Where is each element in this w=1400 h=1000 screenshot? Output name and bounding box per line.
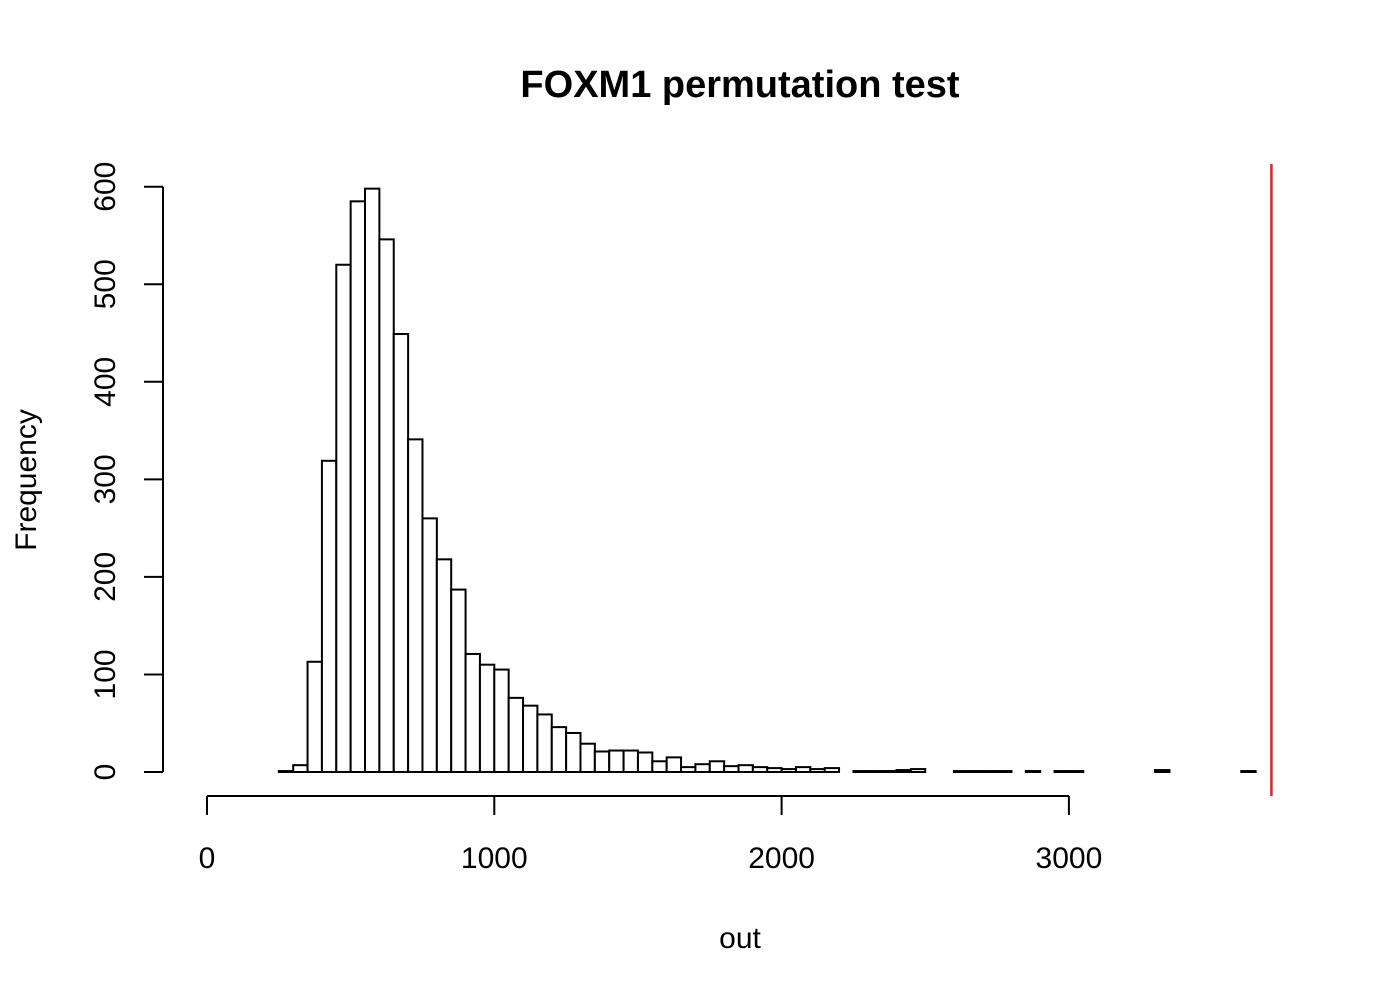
histogram-bar: [1240, 770, 1257, 773]
histogram-bar: [794, 766, 812, 773]
y-tick-label: 300: [89, 454, 122, 504]
histogram-bar: [320, 459, 338, 773]
histogram-bar: [636, 751, 654, 773]
histogram-bar: [1067, 770, 1085, 773]
x-tick-label: 0: [199, 842, 216, 875]
histogram-bar: [507, 696, 525, 773]
histogram-bar: [579, 742, 596, 774]
x-tick-label: 2000: [748, 842, 815, 875]
histogram-bar: [809, 768, 826, 773]
histogram-bar: [1024, 770, 1042, 773]
histogram-bar: [435, 558, 453, 773]
histogram-bar: [407, 438, 424, 773]
histogram-bar: [780, 768, 797, 773]
y-tick-label: 100: [89, 649, 122, 699]
histogram-bar: [464, 652, 481, 773]
histogram-bar: [766, 767, 783, 774]
histogram-bar: [751, 766, 769, 773]
histogram-bar: [593, 750, 611, 774]
histogram-bar: [665, 756, 683, 773]
histogram-bar: [349, 200, 367, 773]
histogram-bar: [866, 770, 884, 773]
x-tick-label: 1000: [461, 842, 528, 875]
histogram-bar: [967, 770, 984, 773]
histogram-bar: [277, 770, 295, 773]
histogram-bar: [1053, 770, 1070, 773]
y-tick-label: 600: [89, 162, 122, 212]
histogram-bar: [608, 749, 625, 774]
histogram-bar: [881, 770, 898, 773]
histogram-bar: [522, 704, 539, 774]
histogram-bar: [1154, 769, 1171, 774]
x-axis: 0 1000 2000 3000: [199, 795, 1103, 875]
histogram-bar: [723, 765, 740, 773]
y-axis: 0 100 200 300 400 500 600: [89, 162, 164, 781]
x-axis-label: out: [719, 922, 761, 955]
y-tick-label: 200: [89, 552, 122, 602]
histogram-bar: [478, 663, 496, 774]
histogram-bars: [277, 187, 1257, 774]
histogram-bar: [909, 768, 927, 773]
histogram-bar: [335, 263, 352, 773]
histogram-bar: [622, 749, 639, 774]
chart-title: FOXM1 permutation test: [520, 64, 959, 106]
histogram-bar: [981, 770, 999, 773]
histogram-bar: [364, 187, 381, 773]
histogram-bar: [292, 764, 309, 774]
histogram-bar: [550, 726, 568, 774]
histogram-bar: [852, 770, 869, 773]
histogram-bar: [306, 660, 323, 773]
histogram-bar: [680, 766, 697, 773]
histogram-bar: [694, 763, 711, 773]
histogram-bar: [450, 588, 467, 773]
histogram-bar: [737, 764, 754, 774]
histogram-bar: [823, 767, 841, 774]
histogram-bar: [493, 668, 510, 774]
histogram-bar: [996, 770, 1013, 773]
histogram-bar: [421, 517, 438, 773]
y-tick-label: 400: [89, 357, 122, 407]
histogram-bar: [651, 760, 668, 773]
histogram-bar: [378, 238, 395, 773]
y-tick-label: 500: [89, 259, 122, 309]
histogram-bar: [565, 731, 582, 773]
histogram-bar: [392, 333, 410, 773]
y-axis-label: Frequency: [10, 409, 43, 551]
histogram-bar: [895, 769, 912, 774]
histogram-bar: [708, 760, 726, 773]
histogram-bar: [952, 770, 970, 773]
x-tick-label: 3000: [1036, 842, 1103, 875]
y-tick-label: 0: [89, 764, 122, 781]
histogram-bar: [536, 713, 553, 773]
